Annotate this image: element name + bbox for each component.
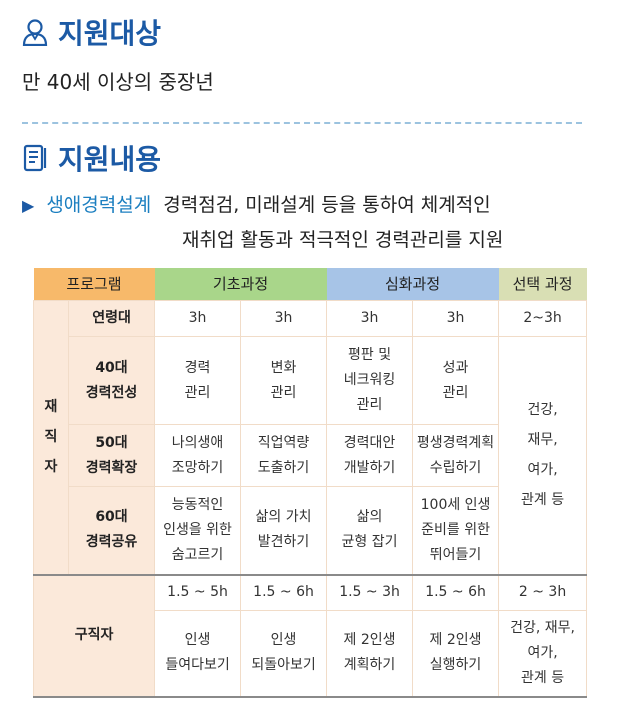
table-cell: 변화 관리 xyxy=(240,336,328,425)
section-content-title: 지원내용 xyxy=(22,138,161,178)
table-cell: 3h xyxy=(412,300,500,337)
table-cell: 100세 인생 준비를 위한 뛰어들기 xyxy=(412,486,500,576)
row-label-40s: 40대 경력전성 xyxy=(67,336,156,425)
age-label: 연령대 xyxy=(67,300,156,337)
header-optional: 선택 과정 xyxy=(498,268,587,301)
highlight-text: 생애경력설계 xyxy=(46,194,152,216)
person-icon xyxy=(22,19,48,46)
table-cell: 건강, 재무, 여가, 관계 등 xyxy=(498,610,588,698)
table-cell: 능동적인 인생을 위한 숨고르기 xyxy=(154,486,242,576)
content-text-2: 재취업 활동과 적극적인 경력관리를 지원 xyxy=(182,229,504,251)
table-cell: 직업역량 도출하기 xyxy=(240,424,328,487)
table-cell: 3h xyxy=(240,300,328,337)
table-cell: 2 ~ 3h xyxy=(498,574,588,611)
row-label-50s: 50대 경력확장 xyxy=(67,424,156,487)
table-cell: 인생 들여다보기 xyxy=(154,610,242,698)
table-cell: 삶의 가치 발견하기 xyxy=(240,486,328,576)
table-cell: 3h xyxy=(154,300,242,337)
section-target-title: 지원대상 xyxy=(22,12,161,52)
content-description: ▶ 생애경력설계 경력점검, 미래설계 등을 통하여 체계적인 재취업 활동과 적… xyxy=(22,188,602,257)
header-basic: 기초과정 xyxy=(154,268,327,301)
target-description: 만 40세 이상의 중장년 xyxy=(22,70,214,94)
content-line-1: ▶ 생애경력설계 경력점검, 미래설계 등을 통하여 체계적인 xyxy=(22,188,602,223)
table-cell: 경력대안 개발하기 xyxy=(326,424,414,487)
table-cell: 평판 및 네크워킹 관리 xyxy=(326,336,414,425)
header-deep: 심화과정 xyxy=(326,268,499,301)
table-cell: 3h xyxy=(326,300,414,337)
header-program: 프로그램 xyxy=(33,268,155,301)
employed-optional-cell: 건강, 재무, 여가, 관계 등 xyxy=(498,336,588,576)
table-cell: 경력 관리 xyxy=(154,336,242,425)
table-cell: 성과 관리 xyxy=(412,336,500,425)
bullet-triangle-icon: ▶ xyxy=(22,196,35,215)
content-text-1: 경력점검, 미래설계 등을 통하여 체계적인 xyxy=(163,194,491,216)
divider xyxy=(22,122,582,124)
document-list-icon xyxy=(23,144,47,172)
table-cell: 1.5 ~ 5h xyxy=(154,574,242,611)
table-cell: 1.5 ~ 6h xyxy=(412,574,500,611)
table-cell: 2~3h xyxy=(498,300,588,337)
section-target-heading: 지원대상 xyxy=(58,17,162,50)
seeker-label: 구직자 xyxy=(32,574,156,698)
table-cell: 평생경력계획 수립하기 xyxy=(412,424,500,487)
table-cell: 1.5 ~ 3h xyxy=(326,574,414,611)
table-cell: 인생 되돌아보기 xyxy=(240,610,328,698)
table-cell: 제 2인생 계획하기 xyxy=(326,610,414,698)
table-cell: 1.5 ~ 6h xyxy=(240,574,328,611)
section-content-heading: 지원내용 xyxy=(58,143,162,176)
row-label-60s: 60대 경력공유 xyxy=(67,486,156,576)
table-cell: 나의생애 조망하기 xyxy=(154,424,242,487)
table-cell: 삶의 균형 잡기 xyxy=(326,486,414,576)
table-cell: 제 2인생 실행하기 xyxy=(412,610,500,698)
